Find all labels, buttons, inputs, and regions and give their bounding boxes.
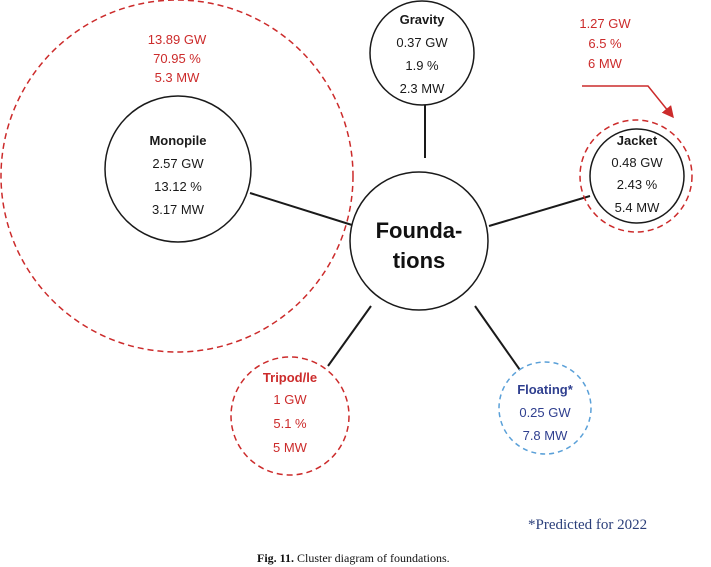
jacket-circle — [589, 128, 685, 224]
connector-tripod — [327, 305, 372, 367]
monopile-circle — [104, 95, 252, 243]
gravity-capacity: 0.37 GW — [396, 35, 448, 50]
center-title-line1: Founda- — [376, 218, 463, 243]
gravity-circle — [369, 0, 475, 106]
floating-capacity: 0.25 GW — [519, 405, 571, 420]
jacket-projected-share: 6.5 % — [588, 36, 622, 51]
center-circle — [349, 171, 489, 311]
monopile-capacity: 2.57 GW — [152, 156, 204, 171]
jacket-turbine: 5.4 MW — [615, 200, 661, 215]
jacket-arrow — [582, 85, 674, 119]
gravity-turbine: 2.3 MW — [400, 81, 446, 96]
monopile-turbine: 3.17 MW — [152, 202, 205, 217]
floating-title: Floating* — [517, 382, 574, 397]
connector-jacket — [488, 195, 591, 227]
floating-circle — [498, 361, 592, 455]
footnote: *Predicted for 2022 — [528, 517, 647, 533]
jacket-projected-circle — [579, 119, 693, 233]
caption-label: Fig. 11. — [257, 551, 294, 565]
tripod-circle — [230, 356, 350, 476]
tripod-share: 5.1 % — [273, 416, 307, 431]
jacket-projected-turbine: 6 MW — [588, 56, 623, 71]
tripod-title: Tripod/le — [263, 370, 317, 385]
jacket-projected-capacity: 1.27 GW — [579, 16, 631, 31]
monopile-projected-capacity: 13.89 GW — [148, 32, 207, 47]
center-title-line2: tions — [393, 248, 446, 273]
tripod-capacity: 1 GW — [273, 392, 307, 407]
figure-caption: Fig. 11. Cluster diagram of foundations. — [257, 551, 450, 565]
jacket-share: 2.43 % — [617, 177, 658, 192]
jacket-capacity: 0.48 GW — [611, 155, 663, 170]
floating-turbine: 7.8 MW — [523, 428, 569, 443]
tripod-turbine: 5 MW — [273, 440, 308, 455]
connector-floating — [474, 305, 521, 371]
caption-text: Cluster diagram of foundations. — [294, 551, 450, 565]
monopile-title: Monopile — [149, 133, 206, 148]
jacket-title: Jacket — [617, 133, 658, 148]
monopile-projected-turbine: 5.3 MW — [155, 70, 201, 85]
connector-monopile — [249, 192, 353, 226]
gravity-share: 1.9 % — [405, 58, 439, 73]
gravity-title: Gravity — [400, 12, 446, 27]
monopile-projected-share: 70.95 % — [153, 51, 201, 66]
monopile-projected-circle — [0, 0, 354, 353]
monopile-share: 13.12 % — [154, 179, 202, 194]
